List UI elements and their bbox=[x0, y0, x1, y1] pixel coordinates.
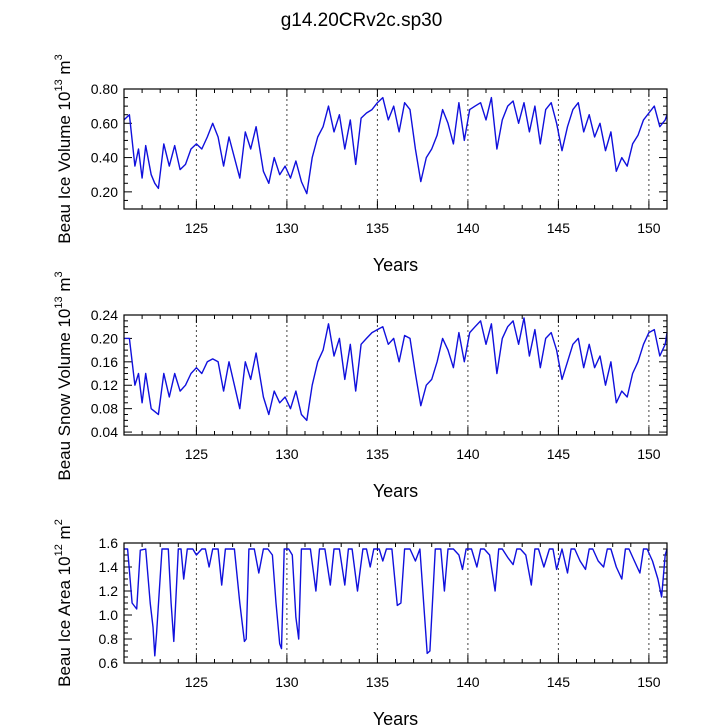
plot-frame bbox=[123, 314, 668, 436]
series-line bbox=[123, 96, 668, 195]
x-axis-label: Years bbox=[373, 255, 418, 275]
x-tick-label: 125 bbox=[185, 674, 209, 690]
plot-frame bbox=[123, 542, 668, 664]
x-tick-label: 140 bbox=[456, 220, 480, 236]
x-tick-label: 145 bbox=[547, 674, 571, 690]
y-tick-label: 0.20 bbox=[91, 330, 118, 346]
y-tick-label: 1.4 bbox=[99, 559, 119, 575]
y-tick-label: 0.12 bbox=[91, 377, 118, 393]
x-tick-label: 150 bbox=[637, 446, 661, 462]
x-tick-label: 150 bbox=[637, 220, 661, 236]
y-tick-label: 0.80 bbox=[91, 81, 118, 97]
x-tick-label: 150 bbox=[637, 674, 661, 690]
x-tick-label: 125 bbox=[185, 220, 209, 236]
x-tick-label: 135 bbox=[366, 220, 390, 236]
y-tick-label: 0.20 bbox=[91, 184, 118, 200]
y-tick-label: 0.16 bbox=[91, 354, 118, 370]
y-axis-label: Beau Ice Volume 1013 m3 bbox=[53, 54, 74, 243]
x-tick-label: 130 bbox=[275, 446, 299, 462]
x-tick-label: 145 bbox=[547, 446, 571, 462]
y-tick-label: 0.60 bbox=[91, 115, 118, 131]
y-tick-label: 1.2 bbox=[99, 583, 119, 599]
panel-1: 0.20 0.40 0.60 0.80 125 130 135 140 145 150 Years B… bbox=[53, 54, 668, 275]
x-tick-label: 145 bbox=[547, 220, 571, 236]
x-tick-label: 130 bbox=[275, 674, 299, 690]
x-tick-label: 135 bbox=[366, 446, 390, 462]
series-line bbox=[124, 548, 668, 657]
y-tick-label: 0.24 bbox=[91, 307, 118, 323]
plot-frame bbox=[123, 88, 668, 210]
series-line bbox=[124, 317, 668, 422]
y-axis-label: Beau Snow Volume 1013 m3 bbox=[53, 271, 74, 480]
x-axis-label: Years bbox=[373, 709, 418, 726]
y-tick-label: 0.6 bbox=[99, 655, 119, 671]
y-tick-label: 0.04 bbox=[91, 424, 118, 440]
panel-2: 0.04 0.08 0.12 0.16 0.20 0.24 125 130 135 140 145 1… bbox=[53, 271, 668, 501]
y-tick-label: 1.0 bbox=[99, 607, 119, 623]
panel-3: 0.6 0.8 1.0 1.2 1.4 1.6 125 130 135 140 145 150 Year… bbox=[53, 519, 668, 726]
x-tick-label: 125 bbox=[185, 446, 209, 462]
y-tick-label: 0.40 bbox=[91, 150, 118, 166]
chart-title: g14.20CRv2c.sp30 bbox=[280, 10, 443, 31]
y-tick-label: 0.08 bbox=[91, 401, 118, 417]
y-tick-label: 0.8 bbox=[99, 631, 119, 647]
y-tick-label: 1.6 bbox=[99, 535, 119, 551]
y-axis-label: Beau Ice Area 1012 m2 bbox=[53, 519, 74, 687]
x-tick-label: 135 bbox=[366, 674, 390, 690]
x-axis-label: Years bbox=[373, 481, 418, 501]
x-tick-label: 140 bbox=[456, 674, 480, 690]
x-tick-label: 140 bbox=[456, 446, 480, 462]
x-tick-label: 130 bbox=[275, 220, 299, 236]
